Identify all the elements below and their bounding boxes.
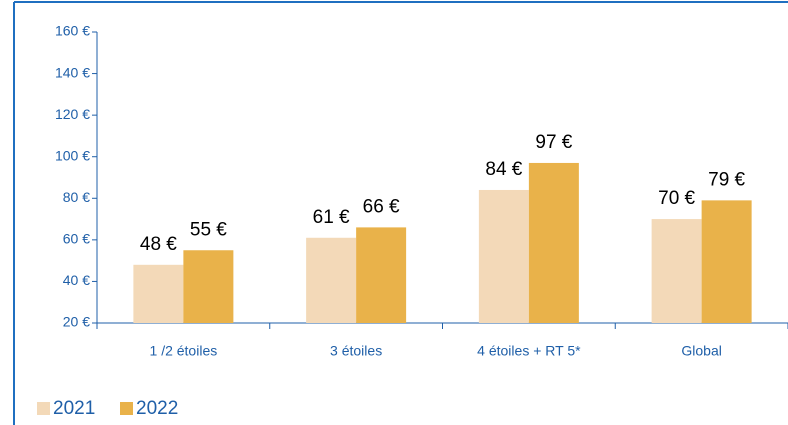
bar: [528, 162, 579, 323]
value-label: 79 €: [708, 169, 745, 190]
y-tick-label: 140 €: [55, 64, 90, 80]
bar: [651, 219, 702, 323]
value-label: 84 €: [485, 159, 522, 180]
legend-label: 2022: [136, 398, 178, 419]
y-tick-label: 20 €: [63, 314, 90, 330]
x-tick-label: 4 étoiles + RT 5*: [477, 343, 581, 359]
value-label: 55 €: [190, 219, 227, 240]
value-label: 70 €: [658, 188, 695, 209]
legend-swatch: [37, 402, 50, 415]
y-tick-label: 120 €: [55, 106, 90, 122]
x-tick-label: Global: [681, 343, 721, 359]
y-tick-label: 40 €: [63, 272, 90, 288]
bar: [356, 227, 407, 323]
legend-label: 2021: [53, 398, 95, 419]
x-tick-label: 3 étoiles: [330, 343, 382, 359]
value-label: 66 €: [363, 196, 400, 217]
bar: [478, 189, 529, 323]
bar: [183, 250, 234, 323]
bar: [701, 200, 752, 323]
legend-swatch: [120, 402, 133, 415]
value-label: 61 €: [313, 207, 350, 228]
y-tick-label: 60 €: [63, 231, 90, 247]
y-tick-label: 160 €: [55, 23, 90, 39]
y-tick-label: 80 €: [63, 189, 90, 205]
x-tick-label: 1 /2 étoiles: [150, 343, 218, 359]
bar: [133, 264, 184, 323]
y-tick-label: 100 €: [55, 147, 90, 163]
bar: [306, 237, 357, 323]
value-label: 48 €: [140, 234, 177, 255]
value-label: 97 €: [535, 132, 572, 153]
